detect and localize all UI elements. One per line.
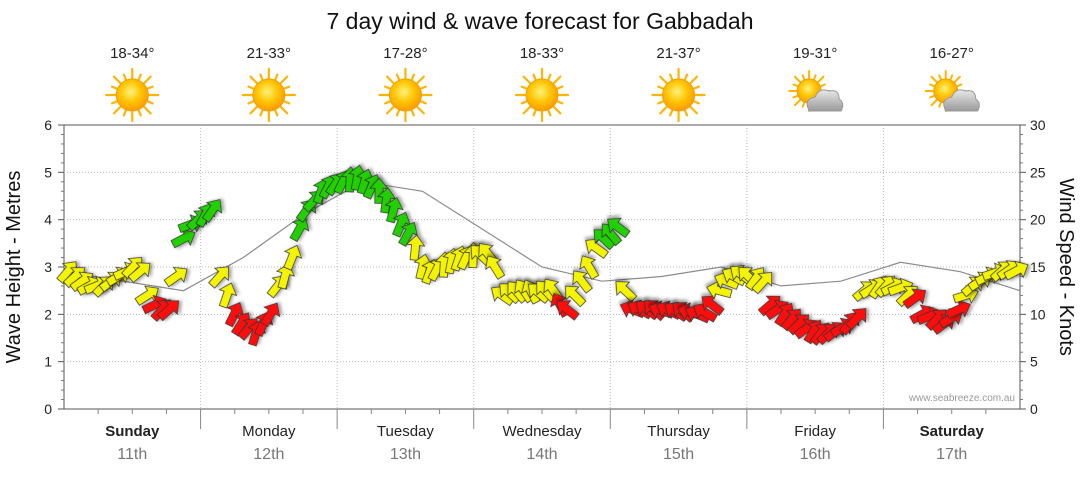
- day-date-label: 14th: [526, 446, 557, 463]
- day-date-label: 13th: [390, 446, 421, 463]
- y-tick-label-left: 5: [44, 164, 52, 180]
- day-name-label: Sunday: [105, 423, 160, 440]
- y-tick-label-right: 30: [1030, 117, 1046, 133]
- day-temp-range: 16-27°: [930, 45, 974, 62]
- watermark: www.seabreeze.com.au: [908, 393, 1015, 404]
- wind-arrow: [289, 217, 310, 243]
- y-tick-label-left: 3: [44, 259, 52, 275]
- wind-arrow: [585, 238, 609, 259]
- day-name-label: Wednesday: [503, 423, 582, 440]
- day-date-label: 12th: [253, 446, 284, 463]
- sun-icon: [378, 67, 433, 123]
- y-tick-label-right: 15: [1030, 259, 1046, 275]
- wind-arrow: [556, 300, 580, 321]
- wind-arrow: [564, 285, 587, 308]
- wind-arrow: [224, 302, 245, 328]
- wind-arrow: [392, 211, 411, 238]
- cloud-shape: [943, 89, 980, 112]
- day-name-label: Saturday: [920, 423, 985, 440]
- sun-disc: [388, 78, 422, 112]
- y-tick-label-left: 4: [44, 212, 52, 228]
- wind-arrow: [163, 266, 188, 288]
- cloud-shape: [806, 89, 844, 112]
- wind-arrow: [485, 255, 506, 280]
- y-axis-label-right: Wind Speed - Knots: [1055, 178, 1077, 356]
- day-name-label: Thursday: [647, 423, 710, 440]
- day-date-label: 15th: [663, 446, 694, 463]
- day-temp-range: 19-31°: [793, 45, 837, 62]
- day-temp-range: 21-37°: [656, 45, 700, 62]
- wind-arrow: [1003, 260, 1029, 281]
- wind-arrow: [845, 308, 867, 331]
- sun-disc: [662, 78, 696, 112]
- y-axis-label-left: Wave Height - Metres: [3, 171, 25, 364]
- day-temp-range: 17-28°: [383, 45, 427, 62]
- wind-arrow: [405, 234, 426, 261]
- y-tick-label-right: 5: [1030, 354, 1038, 370]
- y-tick-label-right: 20: [1030, 212, 1046, 228]
- day-temp-range: 21-33°: [247, 45, 291, 62]
- wind-arrow: [902, 288, 927, 310]
- wind-arrow: [706, 280, 733, 300]
- sun-icon: [514, 67, 570, 123]
- y-tick-label-right: 10: [1030, 306, 1046, 322]
- y-tick-label-right: 25: [1030, 164, 1046, 180]
- day-temp-range: 18-34°: [110, 45, 154, 62]
- y-tick-label-right: 0: [1030, 401, 1038, 417]
- day-date-label: 16th: [800, 446, 831, 463]
- wind-arrow: [751, 271, 772, 295]
- sun-disc: [252, 78, 286, 112]
- sun-cloud-icon: [924, 70, 980, 112]
- wind-arrow: [283, 244, 303, 271]
- sun-icon: [651, 67, 706, 123]
- sun-disc: [525, 78, 559, 112]
- day-name-label: Friday: [794, 423, 836, 440]
- wind-arrow: [384, 197, 404, 224]
- y-tick-label-left: 0: [44, 401, 52, 417]
- wind-arrow: [127, 262, 151, 284]
- wind-arrow: [945, 299, 971, 319]
- wind-arrow: [260, 302, 281, 328]
- day-temp-range: 18-33°: [520, 45, 564, 62]
- day-date-label: 17th: [936, 446, 967, 463]
- wind-arrow: [156, 300, 180, 322]
- sun-disc: [115, 78, 149, 112]
- wind-arrow: [218, 282, 238, 309]
- chart-title: 7 day wind & wave forecast for Gabbadah: [326, 8, 753, 34]
- day-name-label: Monday: [242, 423, 296, 440]
- y-tick-label-left: 6: [44, 117, 52, 133]
- sun-cloud-icon: [788, 70, 844, 112]
- day-name-label: Tuesday: [377, 423, 434, 440]
- wind-arrow: [693, 302, 718, 323]
- wind-arrow: [201, 199, 223, 223]
- wind-arrow: [572, 270, 593, 294]
- wind-arrow: [170, 228, 196, 249]
- wind-arrow: [134, 285, 159, 306]
- wind-arrow: [615, 281, 638, 303]
- y-tick-label-left: 1: [44, 354, 52, 370]
- y-tick-label-left: 2: [44, 306, 52, 322]
- wind-arrow: [701, 295, 725, 317]
- sun-icon: [105, 67, 160, 123]
- wind-arrow: [579, 255, 600, 280]
- sun-icon: [241, 67, 296, 123]
- wind-arrow: [208, 266, 229, 289]
- day-date-label: 11th: [117, 446, 147, 463]
- wind-arrow: [607, 217, 631, 239]
